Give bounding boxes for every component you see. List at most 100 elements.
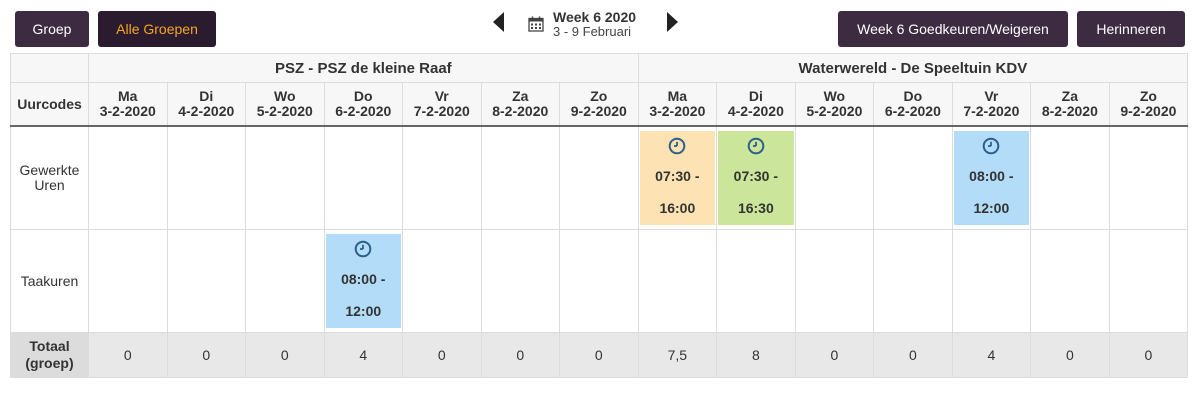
next-week-arrow-icon[interactable] <box>667 12 678 32</box>
group-header-waterwereld: Waterwereld - De Speeltuin KDV <box>637 53 1189 83</box>
day-date: 6-2-2020 <box>335 103 392 119</box>
day-name: Ma <box>118 88 138 104</box>
day-header: Zo 9-2-2020 <box>1108 82 1189 127</box>
shift-block[interactable]: 07:30 - 16:00 <box>639 131 716 225</box>
day-cell[interactable] <box>559 125 639 230</box>
shift-end-time: 16:00 <box>659 200 696 216</box>
day-cell[interactable]: 08:00 - 12:00 <box>323 229 403 333</box>
day-date: 4-2-2020 <box>178 103 235 119</box>
uurcodes-header: Uurcodes <box>10 82 89 127</box>
day-cell[interactable] <box>245 125 325 230</box>
day-name: Za <box>512 88 529 104</box>
total-value: 0 <box>166 332 246 378</box>
day-name: Di <box>748 88 763 104</box>
day-cell[interactable] <box>873 125 953 230</box>
day-cell[interactable] <box>637 229 718 333</box>
day-name: Wo <box>823 88 846 104</box>
day-date: 8-2-2020 <box>492 103 549 119</box>
clock-icon <box>354 240 372 258</box>
week-title: Week 6 2020 <box>553 9 637 25</box>
total-value: 8 <box>716 332 796 378</box>
day-cell[interactable] <box>88 125 168 230</box>
day-header: Za 8-2-2020 <box>480 82 560 127</box>
day-date: 9-2-2020 <box>1120 103 1177 119</box>
shift-end-time: 12:00 <box>345 303 382 319</box>
day-date: 5-2-2020 <box>256 103 313 119</box>
totaal-groep-label: Totaal (groep) <box>10 332 89 378</box>
day-cell[interactable] <box>559 229 639 333</box>
total-value: 7,5 <box>637 332 718 378</box>
day-cell[interactable] <box>1030 229 1110 333</box>
day-cell[interactable] <box>1108 125 1189 230</box>
day-cell[interactable] <box>480 229 560 333</box>
total-value: 0 <box>1108 332 1189 378</box>
day-name: Wo <box>273 88 296 104</box>
groep-button[interactable]: Groep <box>15 11 89 47</box>
group-header-psz: PSZ - PSZ de kleine Raaf <box>88 53 639 83</box>
total-value: 0 <box>1030 332 1110 378</box>
day-header: Do 6-2-2020 <box>873 82 953 127</box>
day-name: Vr <box>984 88 999 104</box>
day-cell[interactable]: 07:30 - 16:30 <box>716 125 796 230</box>
day-date: 7-2-2020 <box>963 103 1020 119</box>
day-cell[interactable] <box>794 125 875 230</box>
day-date: 3-2-2020 <box>649 103 706 119</box>
hours-table: PSZ - PSZ de kleine Raaf Waterwereld - D… <box>10 53 1189 378</box>
day-cell[interactable] <box>402 229 482 333</box>
week-date-range: 3 - 9 Februari <box>553 24 632 39</box>
day-header: Di 4-2-2020 <box>166 82 246 127</box>
day-cell[interactable] <box>873 229 953 333</box>
day-cell[interactable] <box>245 229 325 333</box>
day-header: Wo 5-2-2020 <box>245 82 325 127</box>
totaal-label-line1: Totaal <box>29 338 70 354</box>
total-value: 0 <box>794 332 875 378</box>
clock-icon <box>668 137 686 155</box>
shift-end-time: 16:30 <box>737 200 774 216</box>
day-header: Vr 7-2-2020 <box>951 82 1032 127</box>
shift-start-time: 08:00 - <box>969 168 1014 184</box>
day-name: Do <box>903 88 923 104</box>
previous-week-arrow-icon[interactable] <box>493 12 504 32</box>
shift-block[interactable]: 08:00 - 12:00 <box>953 131 1030 225</box>
day-cell[interactable] <box>480 125 560 230</box>
total-value: 0 <box>873 332 953 378</box>
day-name: Vr <box>434 88 449 104</box>
day-date: 4-2-2020 <box>727 103 784 119</box>
day-cell[interactable] <box>402 125 482 230</box>
goedkeuren-weigeren-button[interactable]: Week 6 Goedkeuren/Weigeren <box>838 11 1068 47</box>
day-cell[interactable]: 08:00 - 12:00 <box>951 125 1032 230</box>
day-name: Zo <box>590 88 608 104</box>
row-label-taakuren: Taakuren <box>10 229 89 333</box>
day-header: Di 4-2-2020 <box>716 82 796 127</box>
total-value: 4 <box>951 332 1032 378</box>
day-header: Do 6-2-2020 <box>323 82 403 127</box>
day-cell[interactable] <box>166 125 246 230</box>
day-cell[interactable] <box>166 229 246 333</box>
shift-block[interactable]: 08:00 - 12:00 <box>325 234 401 328</box>
day-cell[interactable] <box>88 229 168 333</box>
day-header: Wo 5-2-2020 <box>794 82 875 127</box>
day-cell[interactable] <box>951 229 1032 333</box>
day-date: 7-2-2020 <box>413 103 470 119</box>
totaal-label-line2: (groep) <box>25 355 74 371</box>
total-value: 0 <box>480 332 560 378</box>
day-header: Zo 9-2-2020 <box>559 82 639 127</box>
total-value: 0 <box>245 332 325 378</box>
total-value: 4 <box>323 332 403 378</box>
row-label-gewerkte-uren: Gewerkte Uren <box>10 125 89 230</box>
alle-groepen-button[interactable]: Alle Groepen <box>98 11 216 47</box>
herinneren-button[interactable]: Herinneren <box>1077 11 1185 47</box>
day-date: 9-2-2020 <box>570 103 627 119</box>
shift-block[interactable]: 07:30 - 16:30 <box>718 131 794 225</box>
day-cell[interactable] <box>1108 229 1189 333</box>
day-cell[interactable] <box>1030 125 1110 230</box>
day-cell[interactable] <box>716 229 796 333</box>
day-cell[interactable] <box>794 229 875 333</box>
calendar-icon <box>528 16 544 32</box>
day-header: Za 8-2-2020 <box>1030 82 1110 127</box>
day-date: 5-2-2020 <box>806 103 863 119</box>
day-header: Ma 3-2-2020 <box>88 82 168 127</box>
day-cell[interactable]: 07:30 - 16:00 <box>637 125 718 230</box>
day-cell[interactable] <box>323 125 403 230</box>
week-navigator: Week 6 2020 3 - 9 Februari <box>490 8 680 42</box>
